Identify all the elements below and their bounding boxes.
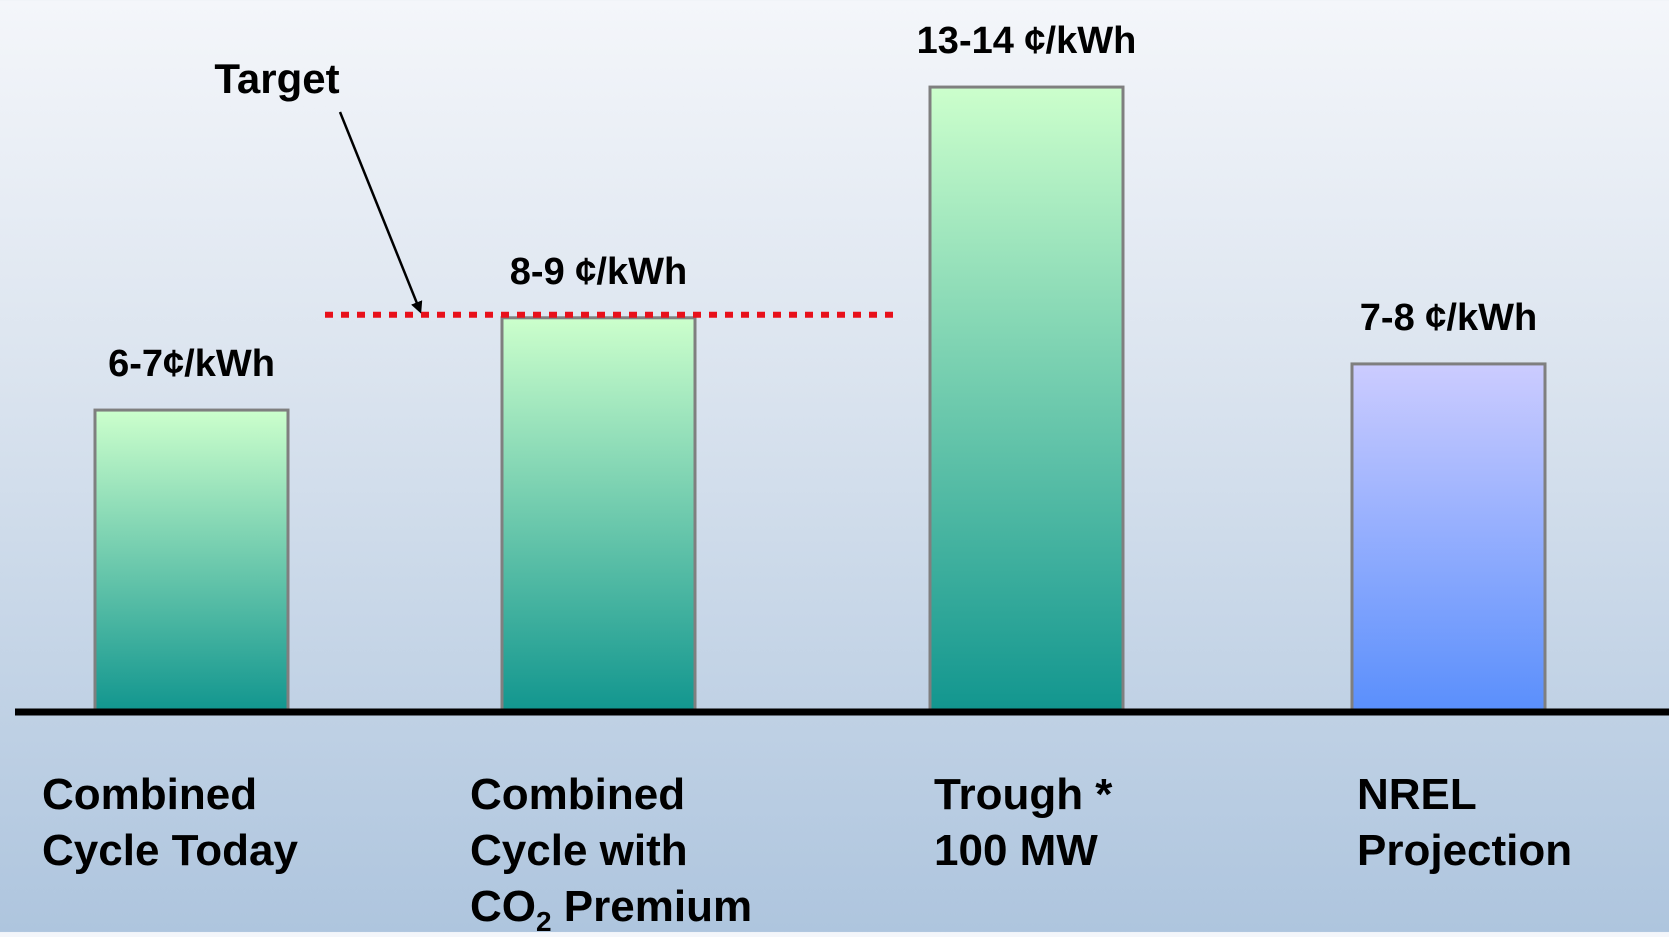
bar-combined-cycle-today [93,408,290,712]
category-line: Combined [42,770,258,819]
subscript: 2 [536,905,552,937]
category-line: 100 MW [934,826,1098,875]
bar-combined-cycle-co2 [500,316,697,712]
category-line: NREL [1357,770,1477,819]
category-line: Trough * [934,770,1113,819]
category-line: CO2 Premium [470,879,752,935]
category-label-combined-cycle-today: Combined Cycle Today [42,767,298,879]
bars-group [93,85,1547,712]
target-arrow [338,111,423,314]
category-label-combined-cycle-co2: Combined Cycle with CO2 Premium [470,767,752,935]
value-label-trough: 13-14 ¢/kWh [917,20,1137,62]
category-text: CO [470,882,536,931]
category-line: Cycle Today [42,826,298,875]
value-labels-group: 6-7¢/kWh 8-9 ¢/kWh 13-14 ¢/kWh 7-8 ¢/kWh [108,20,1537,385]
category-label-nrel-projection: NREL Projection [1357,767,1572,879]
category-text: Premium [551,882,753,931]
value-label-combined-cycle-today: 6-7¢/kWh [108,343,275,385]
bar-trough [928,85,1125,712]
value-label-nrel-projection: 7-8 ¢/kWh [1360,297,1537,339]
value-label-combined-cycle-co2: 8-9 ¢/kWh [510,251,687,293]
bar-nrel-projection [1350,362,1547,712]
category-line: Combined [470,770,686,819]
target-label: Target [214,55,339,102]
category-line: Projection [1357,826,1573,875]
category-line: Cycle with [470,826,688,875]
category-label-trough: Trough * 100 MW [934,767,1112,879]
